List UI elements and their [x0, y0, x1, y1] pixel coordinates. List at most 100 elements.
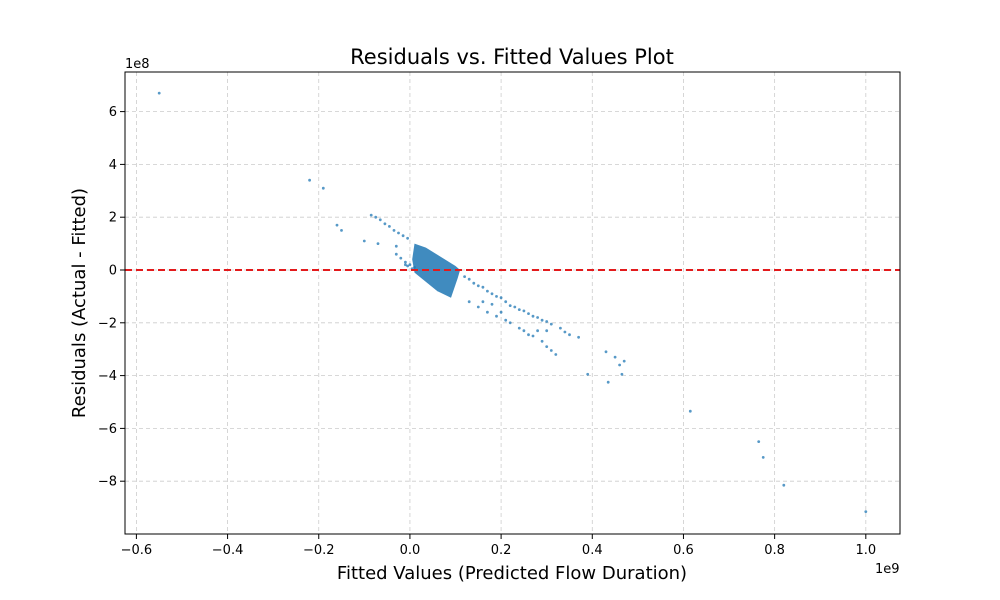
y-tick-label: 6 — [109, 105, 117, 120]
scatter-point — [531, 334, 535, 338]
scatter-point — [481, 300, 485, 304]
scatter-point — [369, 213, 373, 217]
scatter-point — [401, 234, 405, 238]
x-tick-label: 0.0 — [400, 543, 421, 558]
scatter-point — [508, 321, 512, 325]
y-axis-offset-label: 1e8 — [125, 57, 150, 72]
scatter-point — [606, 380, 610, 384]
scatter-point — [517, 326, 521, 330]
scatter-point — [522, 309, 526, 313]
scatter-point — [463, 275, 466, 278]
scatter-point — [563, 330, 567, 334]
scatter-point — [613, 355, 617, 359]
chart-title: Residuals vs. Fitted Values Plot — [350, 45, 674, 69]
scatter-point — [486, 289, 489, 293]
scatter-point — [549, 349, 553, 352]
y-tick-label: −4 — [98, 369, 117, 384]
x-tick-label: 0.4 — [582, 543, 603, 558]
grid-lines — [125, 72, 900, 534]
scatter-point — [397, 231, 400, 235]
y-tick-label: 4 — [109, 158, 117, 173]
scatter-point — [513, 305, 517, 309]
scatter-point — [481, 285, 485, 289]
x-tick-label: −0.2 — [303, 543, 335, 558]
x-tick-label: 0.8 — [764, 543, 785, 558]
scatter-point — [476, 305, 480, 309]
scatter-point — [757, 440, 761, 443]
x-tick-label: −0.4 — [212, 543, 244, 558]
scatter-point — [335, 223, 339, 227]
scatter-point — [577, 335, 580, 339]
scatter-point — [782, 483, 786, 487]
y-tick-label: −6 — [98, 422, 117, 437]
scatter-point — [476, 284, 480, 288]
scatter-point — [545, 345, 549, 348]
plot-area-frame — [124, 71, 901, 535]
y-tick-label: 0 — [109, 264, 117, 279]
x-tick-label: 0.6 — [673, 543, 694, 558]
y-tick-label: 2 — [109, 211, 117, 226]
scatter-point — [408, 263, 412, 267]
scatter-point — [504, 300, 508, 304]
scatter-point — [467, 300, 471, 304]
scatter-point — [604, 350, 608, 354]
x-axis-label: Fitted Values (Predicted Flow Duration) — [337, 563, 687, 584]
scatter-point — [374, 215, 378, 219]
scatter-point — [508, 304, 512, 307]
scatter-point — [527, 333, 530, 337]
scatter-point — [864, 510, 868, 513]
scatter-point — [536, 329, 539, 333]
scatter-point — [399, 256, 403, 260]
scatter-point — [392, 229, 396, 232]
scatter-point — [504, 318, 508, 322]
scatter-point — [490, 302, 494, 306]
scatter-point — [586, 372, 590, 376]
scatter-point — [404, 263, 407, 267]
scatter-point — [540, 318, 544, 322]
scatter-point — [472, 281, 476, 285]
scatter-point — [388, 225, 391, 228]
scatter-point — [688, 409, 692, 413]
scatter-point — [394, 244, 398, 248]
scatter-point — [406, 264, 409, 268]
x-tick-label: −0.6 — [121, 543, 153, 558]
scatter-point — [499, 310, 503, 314]
scatter-point — [362, 239, 366, 243]
scatter-point — [554, 353, 558, 356]
scatter-point — [545, 320, 549, 323]
scatter-point — [486, 310, 489, 314]
scatter-point — [495, 295, 498, 298]
scatter-point — [618, 363, 621, 367]
scatter-point — [404, 260, 407, 264]
scatter-point — [376, 242, 380, 246]
y-tick-label: −8 — [98, 475, 117, 490]
scatter-point — [383, 222, 387, 226]
scatter-point — [622, 359, 626, 363]
y-axis-label: Residuals (Actual - Fitted) — [69, 188, 90, 418]
x-axis-ticks: −0.6 −0.4 −0.2 0.0 0.2 0.4 0.6 0.8 1.0 — [121, 534, 876, 558]
scatter-point — [527, 312, 530, 315]
scatter-point — [308, 178, 311, 182]
scatter-point — [394, 252, 398, 256]
scatter-point — [531, 314, 535, 318]
scatter-point — [499, 296, 503, 300]
scatter-point — [406, 236, 409, 240]
scatter-point — [559, 326, 562, 330]
scatter-point — [761, 456, 765, 459]
scatter-point — [620, 372, 624, 376]
scatter-point — [522, 329, 526, 333]
scatter-point — [568, 333, 571, 337]
scatter-point — [517, 308, 521, 311]
scatter-point — [157, 91, 161, 95]
y-axis-ticks: −8 −6 −4 −2 0 2 4 6 — [98, 105, 125, 490]
scatter-point — [540, 339, 544, 343]
y-tick-label: −2 — [98, 316, 117, 331]
x-tick-label: 1.0 — [855, 543, 876, 558]
scatter-point — [467, 277, 471, 281]
scatter-point — [495, 314, 498, 318]
scatter-point — [549, 322, 553, 326]
scatter-point — [490, 292, 494, 296]
scatter-point — [536, 316, 539, 319]
x-tick-label: 0.2 — [491, 543, 512, 558]
